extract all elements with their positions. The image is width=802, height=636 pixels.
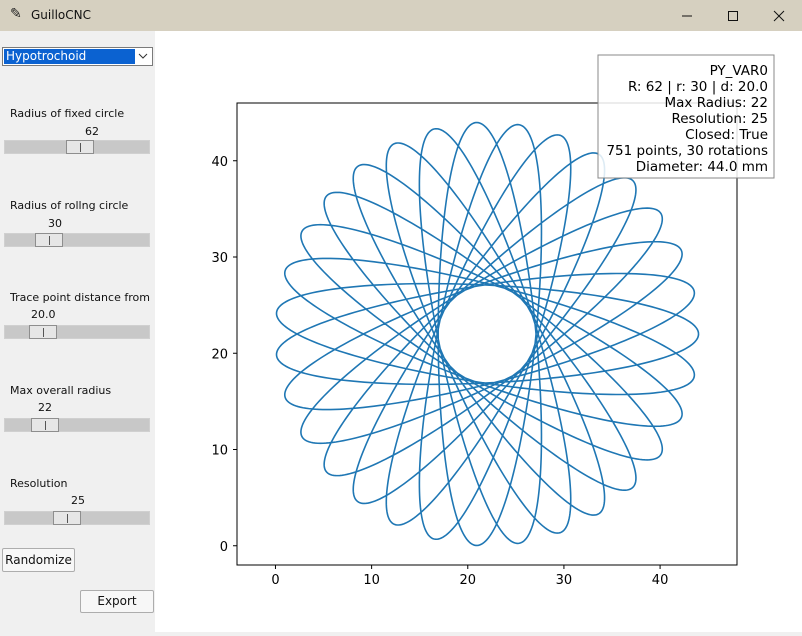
export-button[interactable]: Export	[80, 590, 154, 613]
minimize-icon	[682, 15, 692, 16]
close-icon	[773, 10, 785, 21]
slider-value-max-radius: 22	[38, 401, 52, 414]
slider-handle[interactable]	[29, 325, 57, 339]
slider-handle[interactable]	[31, 418, 59, 432]
slider-max-radius[interactable]	[4, 418, 150, 432]
info-line: PY_VAR0	[710, 63, 768, 79]
control-panel: Hypotrochoid Radius of fixed circle 62 R…	[0, 31, 155, 632]
x-tick-label: 20	[459, 573, 476, 588]
randomize-button[interactable]: Randomize	[2, 548, 75, 572]
slider-label-max-radius: Max overall radius	[10, 384, 112, 397]
plot-area: 0 10 20 30 40 0 10 20 30 40 PY_VAR0 R: 62 | r: 30 …	[155, 31, 802, 632]
axes-frame	[236, 102, 738, 566]
slider-value-rolling-radius: 30	[48, 217, 62, 230]
info-line: 751 points, 30 rotations	[606, 143, 768, 159]
slider-fixed-radius[interactable]	[4, 140, 150, 154]
slider-resolution[interactable]	[4, 511, 150, 525]
window-title: GuilloCNC	[31, 8, 91, 22]
info-line: Max Radius: 22	[665, 95, 769, 111]
pattern-select-value: Hypotrochoid	[4, 49, 135, 64]
slider-label-fixed-radius: Radius of fixed circle	[10, 107, 125, 120]
chevron-down-icon	[138, 53, 148, 59]
slider-trace-distance[interactable]	[4, 325, 150, 339]
minimize-button[interactable]	[664, 0, 710, 31]
y-tick-label: 20	[211, 347, 228, 362]
slider-handle[interactable]	[35, 233, 63, 247]
info-line: Closed: True	[685, 127, 768, 143]
hypotrochoid-curve	[275, 121, 700, 547]
slider-label-trace-distance: Trace point distance from r	[10, 291, 153, 304]
y-tick-label: 30	[211, 251, 228, 266]
x-tick-label: 10	[363, 573, 380, 588]
maximize-icon	[728, 10, 738, 21]
slider-handle[interactable]	[66, 140, 94, 154]
slider-label-resolution: Resolution	[10, 477, 68, 490]
close-button[interactable]	[756, 0, 802, 31]
y-tick-label: 0	[220, 540, 228, 555]
slider-rolling-radius[interactable]	[4, 233, 150, 247]
slider-label-rolling-radius: Radius of rollng circle	[10, 199, 129, 212]
x-tick-label: 0	[271, 573, 279, 588]
feather-icon: ✎	[10, 6, 22, 22]
info-line: R: 62 | r: 30 | d: 20.0	[628, 79, 768, 95]
y-tick-label: 10	[211, 444, 228, 459]
maximize-button[interactable]	[710, 0, 756, 31]
title-bar: ✎ GuilloCNC	[0, 0, 802, 31]
pattern-select[interactable]: Hypotrochoid	[2, 47, 153, 66]
info-line: Resolution: 25	[671, 111, 768, 127]
slider-value-resolution: 25	[71, 494, 85, 507]
info-line: Diameter: 44.0 mm	[636, 159, 768, 175]
y-tick-label: 40	[211, 155, 228, 170]
slider-value-trace-distance: 20.0	[31, 308, 56, 321]
slider-handle[interactable]	[53, 511, 81, 525]
x-tick-label: 40	[652, 573, 669, 588]
x-tick-label: 30	[556, 573, 573, 588]
slider-value-fixed-radius: 62	[85, 125, 99, 138]
